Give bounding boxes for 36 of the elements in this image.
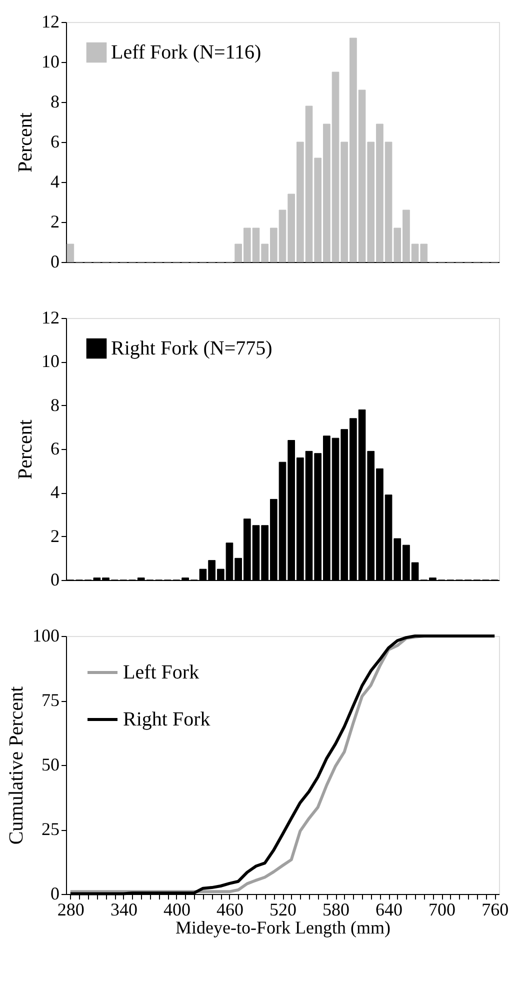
y-tick-label: 25 — [42, 819, 60, 839]
x-tick-label: 700 — [428, 900, 456, 920]
y-axis-title: Percent — [14, 419, 36, 480]
y-axis-title: Cumulative Percent — [6, 686, 28, 845]
x-tick-label: 580 — [322, 900, 350, 920]
y-tick-label: 8 — [50, 394, 60, 415]
y-tick-label: 10 — [42, 351, 60, 372]
x-axis-title: Mideye-to-Fork Length (mm) — [176, 918, 390, 938]
y-tick-label: 75 — [42, 690, 60, 710]
y-tick-label: 100 — [32, 626, 60, 646]
y-tick-label: 2 — [50, 212, 60, 232]
legend-label: Left Fork — [123, 662, 200, 684]
y-tick-label: 0 — [50, 570, 60, 590]
y-tick-label: 6 — [50, 132, 60, 152]
y-tick-label: 0 — [50, 252, 60, 272]
x-tick-label: 520 — [270, 900, 296, 920]
y-tick-label: 0 — [50, 884, 60, 904]
legend-label: Right Fork (N=775) — [111, 338, 272, 360]
x-tick-label: 640 — [376, 900, 403, 920]
x-tick-label: 280 — [57, 900, 84, 920]
y-tick-label: 8 — [50, 92, 60, 112]
y-tick-label: 6 — [50, 438, 60, 458]
y-tick-label: 50 — [42, 754, 60, 774]
y-tick-label: 10 — [42, 52, 60, 72]
y-tick-label: 4 — [50, 482, 60, 502]
x-tick-label: 400 — [163, 900, 190, 920]
y-tick-label: 2 — [50, 526, 60, 546]
x-tick-label: 340 — [110, 900, 138, 920]
y-tick-label: 12 — [42, 12, 60, 32]
y-tick-label: 12 — [42, 308, 60, 328]
x-tick-label: 460 — [216, 900, 244, 920]
x-tick-label: 760 — [482, 900, 509, 920]
legend-label: Leff Fork (N=116) — [111, 42, 262, 64]
y-tick-label: 4 — [50, 172, 60, 192]
y-axis-title: Percent — [14, 112, 36, 172]
legend-label: Right Fork — [123, 708, 210, 730]
